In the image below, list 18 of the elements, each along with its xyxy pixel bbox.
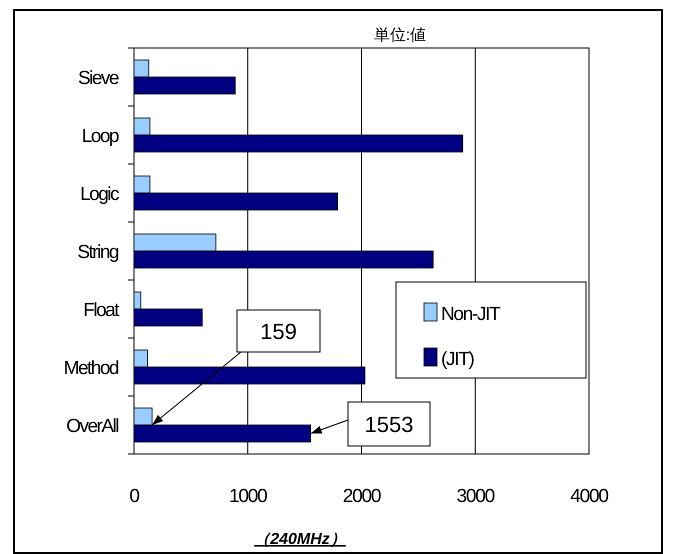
y-tick-label: Method	[64, 358, 119, 379]
x-tick-label: 4000	[570, 486, 608, 507]
annotation: 159	[260, 319, 297, 344]
x-tick-label: 1000	[229, 486, 268, 507]
x-tick-label: 2000	[342, 486, 381, 507]
y-tick-label: Logic	[80, 184, 119, 205]
x-tick-label: 3000	[456, 486, 495, 507]
y-tick-label: Sieve	[78, 68, 119, 89]
chart-title: 単位:値	[374, 27, 426, 44]
y-tick-label: Float	[83, 300, 120, 321]
x-axis-title: （240MHz）	[254, 531, 346, 548]
legend-label: Non-JIT	[441, 304, 502, 325]
legend-label: (JIT)	[441, 349, 475, 370]
annotation: 1553	[364, 412, 414, 437]
y-tick-label: String	[77, 242, 119, 263]
x-tick-label: 0	[129, 486, 140, 507]
y-tick-label: OverAll	[66, 416, 118, 437]
y-tick-label: Loop	[82, 126, 119, 147]
